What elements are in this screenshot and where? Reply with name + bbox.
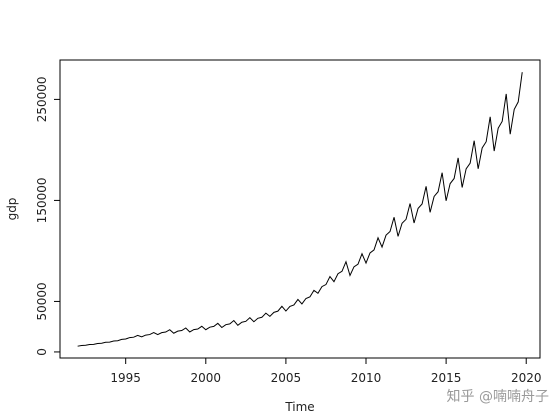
y-tick-label: 150000 — [35, 178, 49, 224]
x-tick-label: 2005 — [271, 371, 302, 385]
x-axis-label: Time — [284, 400, 314, 414]
x-tick-label: 2020 — [511, 371, 542, 385]
y-tick-label: 0 — [35, 348, 49, 356]
plot-frame — [59, 59, 541, 359]
x-tick-label: 2000 — [191, 371, 222, 385]
x-tick-label: 2010 — [351, 371, 382, 385]
y-tick-label: 250000 — [35, 76, 49, 122]
x-tick-label: 2015 — [431, 371, 462, 385]
y-tick-label: 50000 — [35, 282, 49, 320]
x-tick-label: 1995 — [110, 371, 141, 385]
y-axis-label: gdp — [5, 198, 19, 221]
series-line — [77, 72, 523, 347]
watermark: 知乎 @喃喃舟子 — [447, 388, 549, 405]
